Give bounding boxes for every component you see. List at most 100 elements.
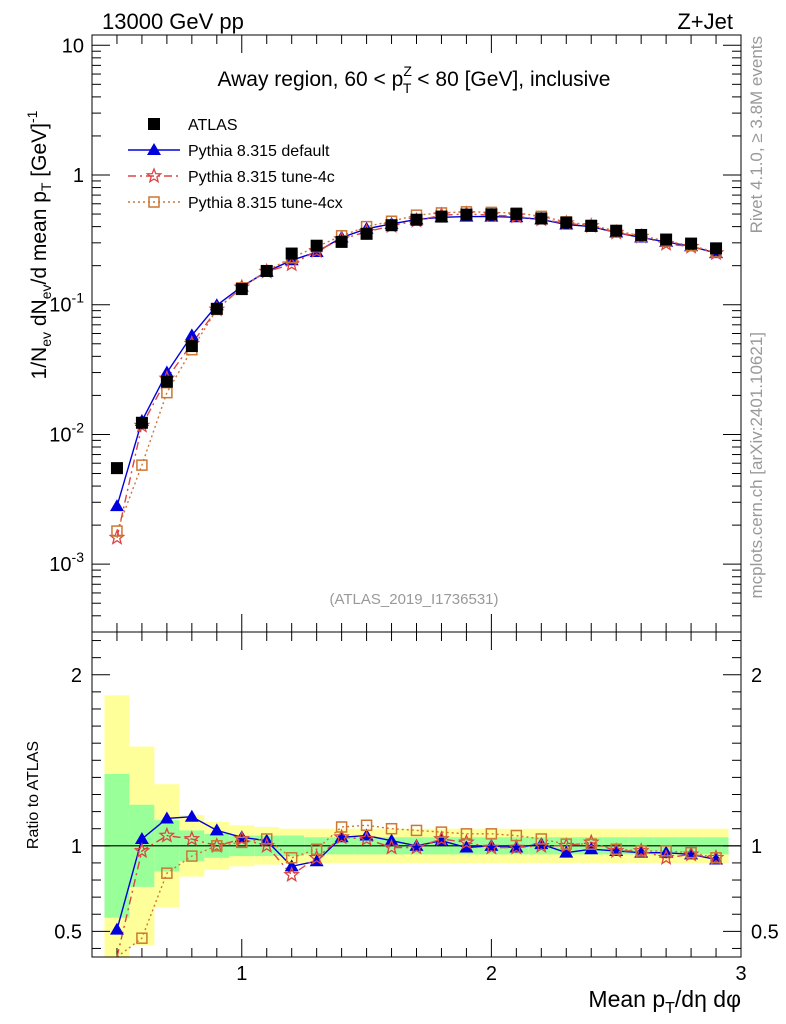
data-point-atlas xyxy=(635,228,648,241)
ratio-data-point xyxy=(284,859,299,872)
ratio-data-point xyxy=(535,833,548,845)
ratio-data-point xyxy=(158,826,176,843)
ratio-data-point xyxy=(236,836,248,849)
analysis-label: (ATLAS_2019_I1736531) xyxy=(329,591,498,608)
ratio-data-point xyxy=(134,831,149,844)
y-tick-label: 10-2 xyxy=(49,419,84,446)
ratio-y-tick-label: 2 xyxy=(71,665,82,687)
ratio-data-point xyxy=(585,838,597,850)
ratio-data-point xyxy=(283,866,301,883)
main-panel-series xyxy=(108,205,725,545)
ratio-panel-series xyxy=(109,809,725,958)
legend-marker xyxy=(147,143,161,155)
ratio-data-point xyxy=(136,932,148,944)
ratio-data-point xyxy=(459,840,474,853)
legend-marker xyxy=(148,196,160,208)
data-point-atlas xyxy=(360,227,373,240)
ratio-data-point xyxy=(184,809,199,822)
legend-label: Pythia 8.315 default xyxy=(188,143,330,160)
y-tick-label: 10-3 xyxy=(49,549,84,576)
data-point-atlas xyxy=(610,224,623,237)
data-point xyxy=(109,499,124,512)
data-point-atlas xyxy=(310,239,323,252)
data-point-atlas xyxy=(710,242,723,255)
ratio-data-point xyxy=(460,828,473,840)
ratio-data-point xyxy=(408,838,425,855)
ratio-data-point xyxy=(685,846,697,859)
data-point-atlas xyxy=(110,462,123,475)
data-point-atlas xyxy=(185,340,198,353)
data-point-atlas xyxy=(410,213,423,226)
ratio-data-point xyxy=(310,843,323,855)
ratio-y-tick-label: 1 xyxy=(71,836,82,858)
energy-label: 13000 GeV pp xyxy=(102,9,244,34)
data-point-atlas xyxy=(135,416,148,429)
ratio-data-point xyxy=(508,838,525,855)
legend-label: Pythia 8.315 tune-4c xyxy=(188,169,335,186)
ratio-data-point xyxy=(133,842,151,859)
main-panel-title: Away region, 60 < pZ T < 80 [GeV], inclus… xyxy=(218,63,611,96)
legend: ATLAS Pythia 8.315 default Pythia 8.315 tu… xyxy=(128,117,343,212)
data-point-atlas xyxy=(585,219,598,232)
ratio-data-point xyxy=(635,845,647,857)
data-point-atlas xyxy=(235,283,248,296)
y-tick-label: 10-1 xyxy=(49,290,84,317)
data-point-atlas xyxy=(335,235,348,248)
ratio-data-point xyxy=(610,843,622,855)
data-point xyxy=(111,525,123,537)
ratio-data-point xyxy=(359,828,374,841)
process-label: Z+Jet xyxy=(677,9,733,34)
main-y-label-text: 1/Nev dNev/d mean pT [GeV]-1 xyxy=(24,110,54,379)
data-point-atlas xyxy=(560,216,573,229)
ratio-y-tick-label: 0.5 xyxy=(54,921,82,943)
ratio-data-point xyxy=(383,838,400,855)
ratio-data-point xyxy=(109,922,124,935)
data-point-atlas xyxy=(660,233,673,246)
ratio-data-point xyxy=(559,845,574,858)
data-point-atlas xyxy=(535,212,548,225)
ratio-data-point xyxy=(186,850,198,862)
ratio-data-point xyxy=(458,833,475,850)
ratio-data-point xyxy=(308,848,326,865)
x-tick-label: 1 xyxy=(236,963,247,985)
ratio-y-tick-label-right: 0.5 xyxy=(751,921,779,943)
series-line xyxy=(116,215,717,507)
data-point-atlas xyxy=(685,237,698,250)
ratio-data-point xyxy=(710,852,722,864)
legend-marker xyxy=(145,167,163,184)
ratio-data-point xyxy=(260,833,273,845)
series-line xyxy=(116,211,717,532)
legend-label: Pythia 8.315 tune-4cx xyxy=(188,195,343,212)
ratio-data-point xyxy=(435,826,448,838)
ratio-data-point xyxy=(410,824,423,837)
ratio-y-tick-label-right: 2 xyxy=(751,665,762,687)
ratio-data-point xyxy=(584,842,599,855)
main-panel-ticks: 10 1 10-1 10-2 10-3 xyxy=(49,35,742,633)
ratio-data-point xyxy=(358,830,375,847)
data-point xyxy=(136,459,148,471)
x-tick-label: 2 xyxy=(486,963,497,985)
data-point-atlas xyxy=(485,208,498,221)
main-y-axis-label: 1/Nev dNev/d mean pT [GeV]-1 xyxy=(24,110,54,379)
ratio-data-point xyxy=(285,852,298,864)
series-line xyxy=(116,213,717,538)
x-axis-label: Mean pT/dη dφ xyxy=(588,986,741,1017)
ratio-data-point xyxy=(483,838,500,855)
ratio-data-point xyxy=(333,828,350,845)
ratio-data-point xyxy=(211,840,223,852)
data-point-atlas xyxy=(160,375,173,388)
data-point-atlas xyxy=(435,210,448,223)
ratio-data-point xyxy=(335,821,348,833)
data-point-atlas xyxy=(260,264,273,277)
data-point-atlas xyxy=(510,208,523,221)
ratio-y-axis-label: Ratio to ATLAS xyxy=(25,741,42,849)
ratio-data-point xyxy=(485,828,498,840)
ratio-data-point xyxy=(161,867,173,879)
ratio-panel-ticks: 2 2 1 1 0.5 0.5 1 2 3 xyxy=(54,632,779,985)
data-point-atlas xyxy=(210,302,223,315)
ratio-panel-frame xyxy=(91,631,742,958)
x-label-text: Mean pT/dη dφ xyxy=(588,986,741,1017)
ratio-data-point xyxy=(560,838,573,850)
data-point-atlas xyxy=(460,208,473,221)
